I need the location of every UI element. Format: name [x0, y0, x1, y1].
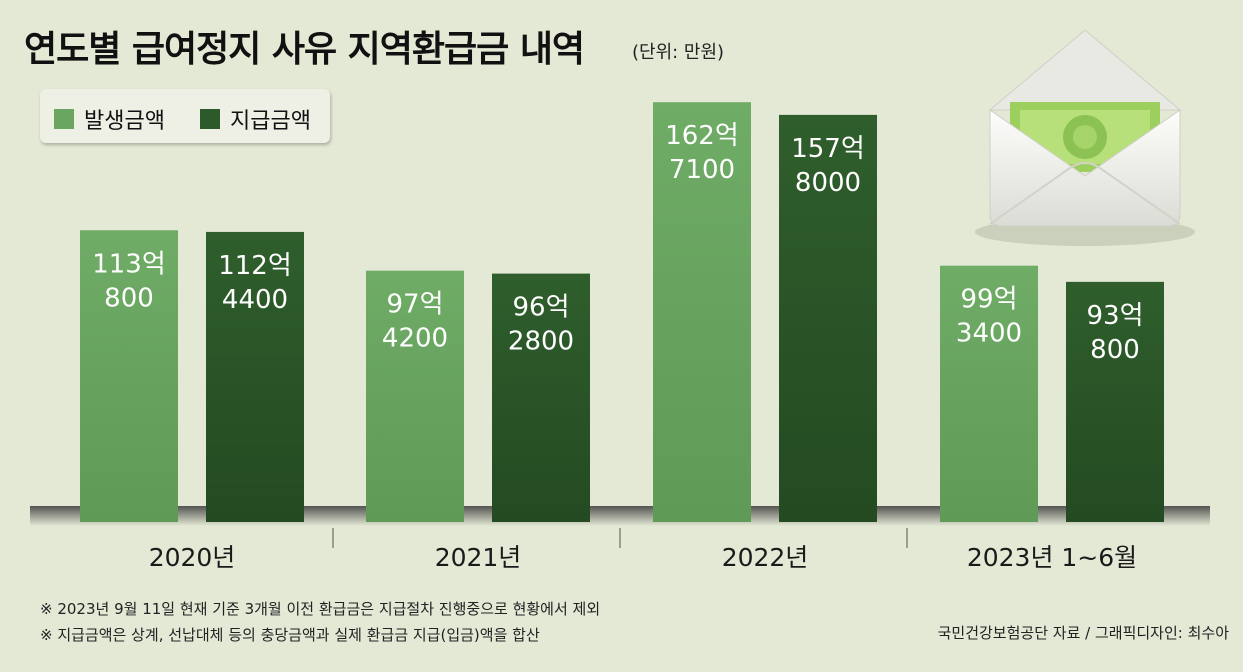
bar-occurred-0 — [80, 230, 178, 522]
data-label-paid-2-1: 8000 — [795, 168, 861, 198]
category-label-3: 2023년 1~6월 — [967, 543, 1137, 572]
envelope-money-icon — [975, 29, 1195, 246]
category-label-2: 2022년 — [722, 543, 809, 572]
data-label-paid-1-0: 96억 — [512, 293, 569, 323]
bar-occurred-3 — [940, 265, 1038, 522]
footnote-1: ※ 2023년 9월 11일 현재 기준 3개월 이전 환급금은 지급절차 진행… — [40, 600, 601, 618]
unit-label: (단위: 만원) — [632, 42, 725, 63]
bar-paid-0 — [206, 231, 304, 523]
footnotes: ※ 2023년 9월 11일 현재 기준 3개월 이전 환급금은 지급절차 진행… — [40, 596, 600, 648]
category-label-0: 2020년 — [149, 543, 236, 572]
data-label-paid-2-0: 157억 — [791, 134, 865, 164]
legend-label-occurred: 발생금액 — [84, 109, 165, 134]
chart-title: 연도별 급여정지 사유 지역환급금 내역 — [24, 29, 585, 70]
data-label-paid-1-1: 2800 — [508, 327, 574, 357]
legend-item-paid: 지급금액 — [200, 103, 311, 135]
bar-occurred-1 — [366, 270, 464, 522]
data-label-occurred-2-1: 7100 — [669, 155, 735, 185]
data-label-paid-3-0: 93억 — [1086, 301, 1143, 331]
data-label-occurred-3-1: 3400 — [956, 319, 1022, 349]
bar-occurred-2 — [653, 102, 751, 523]
data-label-paid-3-1: 800 — [1090, 335, 1140, 365]
data-label-occurred-1-0: 97억 — [386, 290, 443, 320]
footnote-2: ※ 지급금액은 상계, 선납대체 등의 충당금액과 실제 환급금 지급(입금)액… — [40, 626, 540, 644]
legend-swatch-occurred — [54, 109, 74, 129]
legend-swatch-paid — [200, 109, 220, 129]
legend-item-occurred: 발생금액 — [54, 103, 165, 135]
category-label-1: 2021년 — [435, 543, 522, 572]
bar-paid-2 — [779, 114, 877, 522]
data-label-paid-0-0: 112억 — [218, 251, 292, 281]
bar-paid-3 — [1066, 281, 1164, 522]
legend-label-paid: 지급금액 — [230, 109, 311, 134]
data-label-occurred-3-0: 99억 — [960, 285, 1017, 315]
data-label-occurred-0-1: 800 — [104, 283, 154, 313]
bar-paid-1 — [492, 273, 590, 522]
data-label-occurred-0-0: 113억 — [92, 249, 166, 279]
legend: 발생금액 지급금액 — [40, 89, 330, 143]
source-credit: 국민건강보험공단 자료 / 그래픽디자인: 최수아 — [937, 624, 1229, 642]
data-label-occurred-1-1: 4200 — [382, 324, 448, 354]
floor-shadow — [30, 506, 1210, 526]
data-label-paid-0-1: 4400 — [222, 285, 288, 315]
data-label-occurred-2-0: 162억 — [665, 121, 739, 151]
